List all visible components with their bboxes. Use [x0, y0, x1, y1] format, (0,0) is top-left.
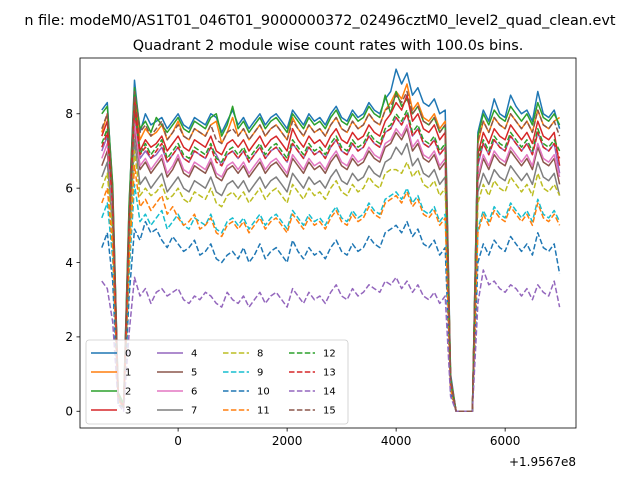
axes-frame — [79, 57, 577, 429]
legend-label: 12 — [323, 349, 336, 360]
series-line-8 — [101, 150, 561, 413]
series-line-9 — [101, 183, 561, 413]
legend-label: 3 — [125, 406, 131, 417]
legend-label: 2 — [125, 387, 131, 398]
series-line-12 — [101, 105, 561, 413]
legend-label: 7 — [191, 406, 197, 417]
y-tick-label: 8 — [65, 107, 73, 121]
legend-label: 13 — [323, 368, 336, 379]
y-tick-label: 0 — [65, 405, 73, 419]
x-tick-label: 0 — [174, 434, 182, 448]
legend-label: 4 — [191, 349, 197, 360]
legend-label: 14 — [323, 387, 336, 398]
x-axis: 0 2000 4000 6000 — [174, 428, 520, 448]
series-line-15 — [101, 90, 561, 413]
legend-label: 8 — [257, 349, 263, 360]
legend-label: 5 — [191, 368, 197, 379]
series-line-10 — [101, 220, 561, 413]
legend-box — [85, 339, 349, 425]
x-tick-label: 6000 — [490, 434, 521, 448]
x-tick-label: 2000 — [272, 434, 303, 448]
series-line-2 — [101, 86, 561, 413]
legend-label: 6 — [191, 387, 197, 398]
y-tick-label: 4 — [65, 256, 73, 270]
chart-title: Quadrant 2 module wise count rates with … — [133, 38, 524, 54]
plot-area — [101, 68, 561, 413]
y-tick-label: 6 — [65, 181, 73, 195]
x-offset-label: +1.9567e8 — [509, 455, 576, 469]
legend-label: 10 — [257, 387, 270, 398]
series-line-3 — [101, 94, 561, 413]
legend-label: 1 — [125, 368, 131, 379]
series-line-14 — [101, 269, 561, 413]
legend-label: 11 — [257, 406, 270, 417]
series-line-13 — [101, 109, 561, 413]
series-line-7 — [101, 139, 561, 413]
x-tick-label: 4000 — [381, 434, 412, 448]
series-line-5 — [101, 127, 561, 413]
legend-label: 15 — [323, 406, 336, 417]
y-axis: 0 2 4 6 8 — [65, 107, 80, 419]
series-line-6 — [101, 120, 561, 413]
series-line-0 — [101, 68, 561, 413]
series-line-11 — [101, 165, 561, 413]
y-tick-label: 2 — [65, 330, 73, 344]
legend-label: 9 — [257, 368, 263, 379]
figure-suptitle: n file: modeM0/AS1T01_046T01_9000000372_… — [24, 13, 615, 29]
legend-label: 0 — [125, 349, 131, 360]
